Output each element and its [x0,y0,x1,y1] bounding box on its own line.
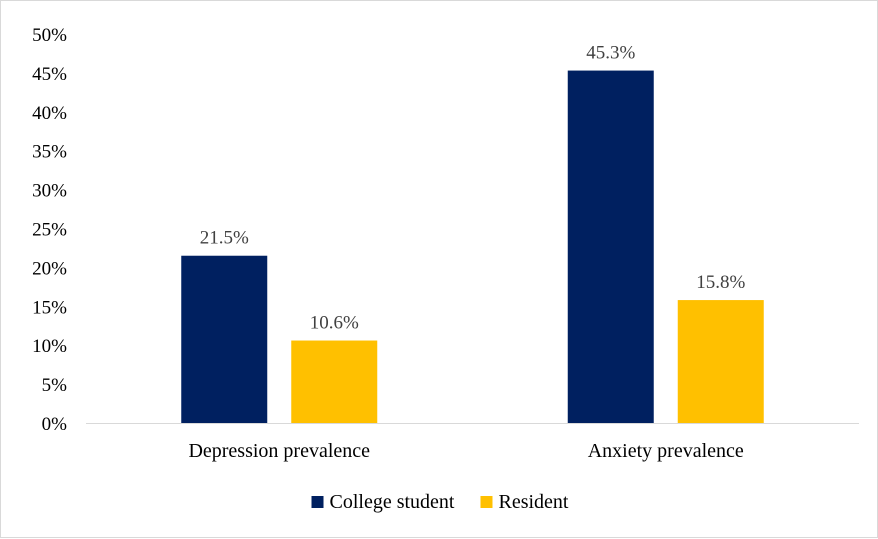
y-tick-label: 0% [42,414,68,435]
y-tick-label: 15% [32,297,67,318]
legend-item-college-student: College student [311,491,455,513]
y-tick-label: 30% [32,181,67,202]
data-label: 45.3% [586,43,635,64]
legend: College student Resident [311,491,569,513]
bar-college-student [181,255,268,423]
category-labels: Depression prevalence Anxiety prevalence [188,440,743,462]
legend-swatch [480,496,493,508]
y-tick-label: 5% [42,375,68,396]
legend-label: Resident [498,491,568,513]
y-tick-label: 35% [32,142,67,163]
y-tick-label: 50% [32,25,67,46]
y-tick-label: 20% [32,258,67,279]
y-tick-label: 25% [32,220,67,241]
category-label: Anxiety prevalence [588,440,744,462]
y-tick-label: 10% [32,336,67,357]
legend-label: College student [330,491,455,513]
y-tick-label: 45% [32,64,67,85]
category-label: Depression prevalence [188,440,370,462]
bar-resident [291,340,378,423]
y-tick-label: 40% [32,103,67,124]
data-label: 21.5% [200,228,249,249]
data-label: 10.6% [310,313,359,334]
legend-item-resident: Resident [480,491,569,513]
bar-resident [677,300,764,423]
y-axis-ticks: 0% 5% 10% 15% 20% 25% 30% 35% 40% 45% 50% [32,25,67,435]
bars [181,70,764,423]
bar-college-student [567,70,654,423]
data-labels: 21.5% 10.6% 45.3% 15.8% [200,43,746,334]
data-label: 15.8% [696,272,745,293]
legend-swatch [311,496,324,508]
